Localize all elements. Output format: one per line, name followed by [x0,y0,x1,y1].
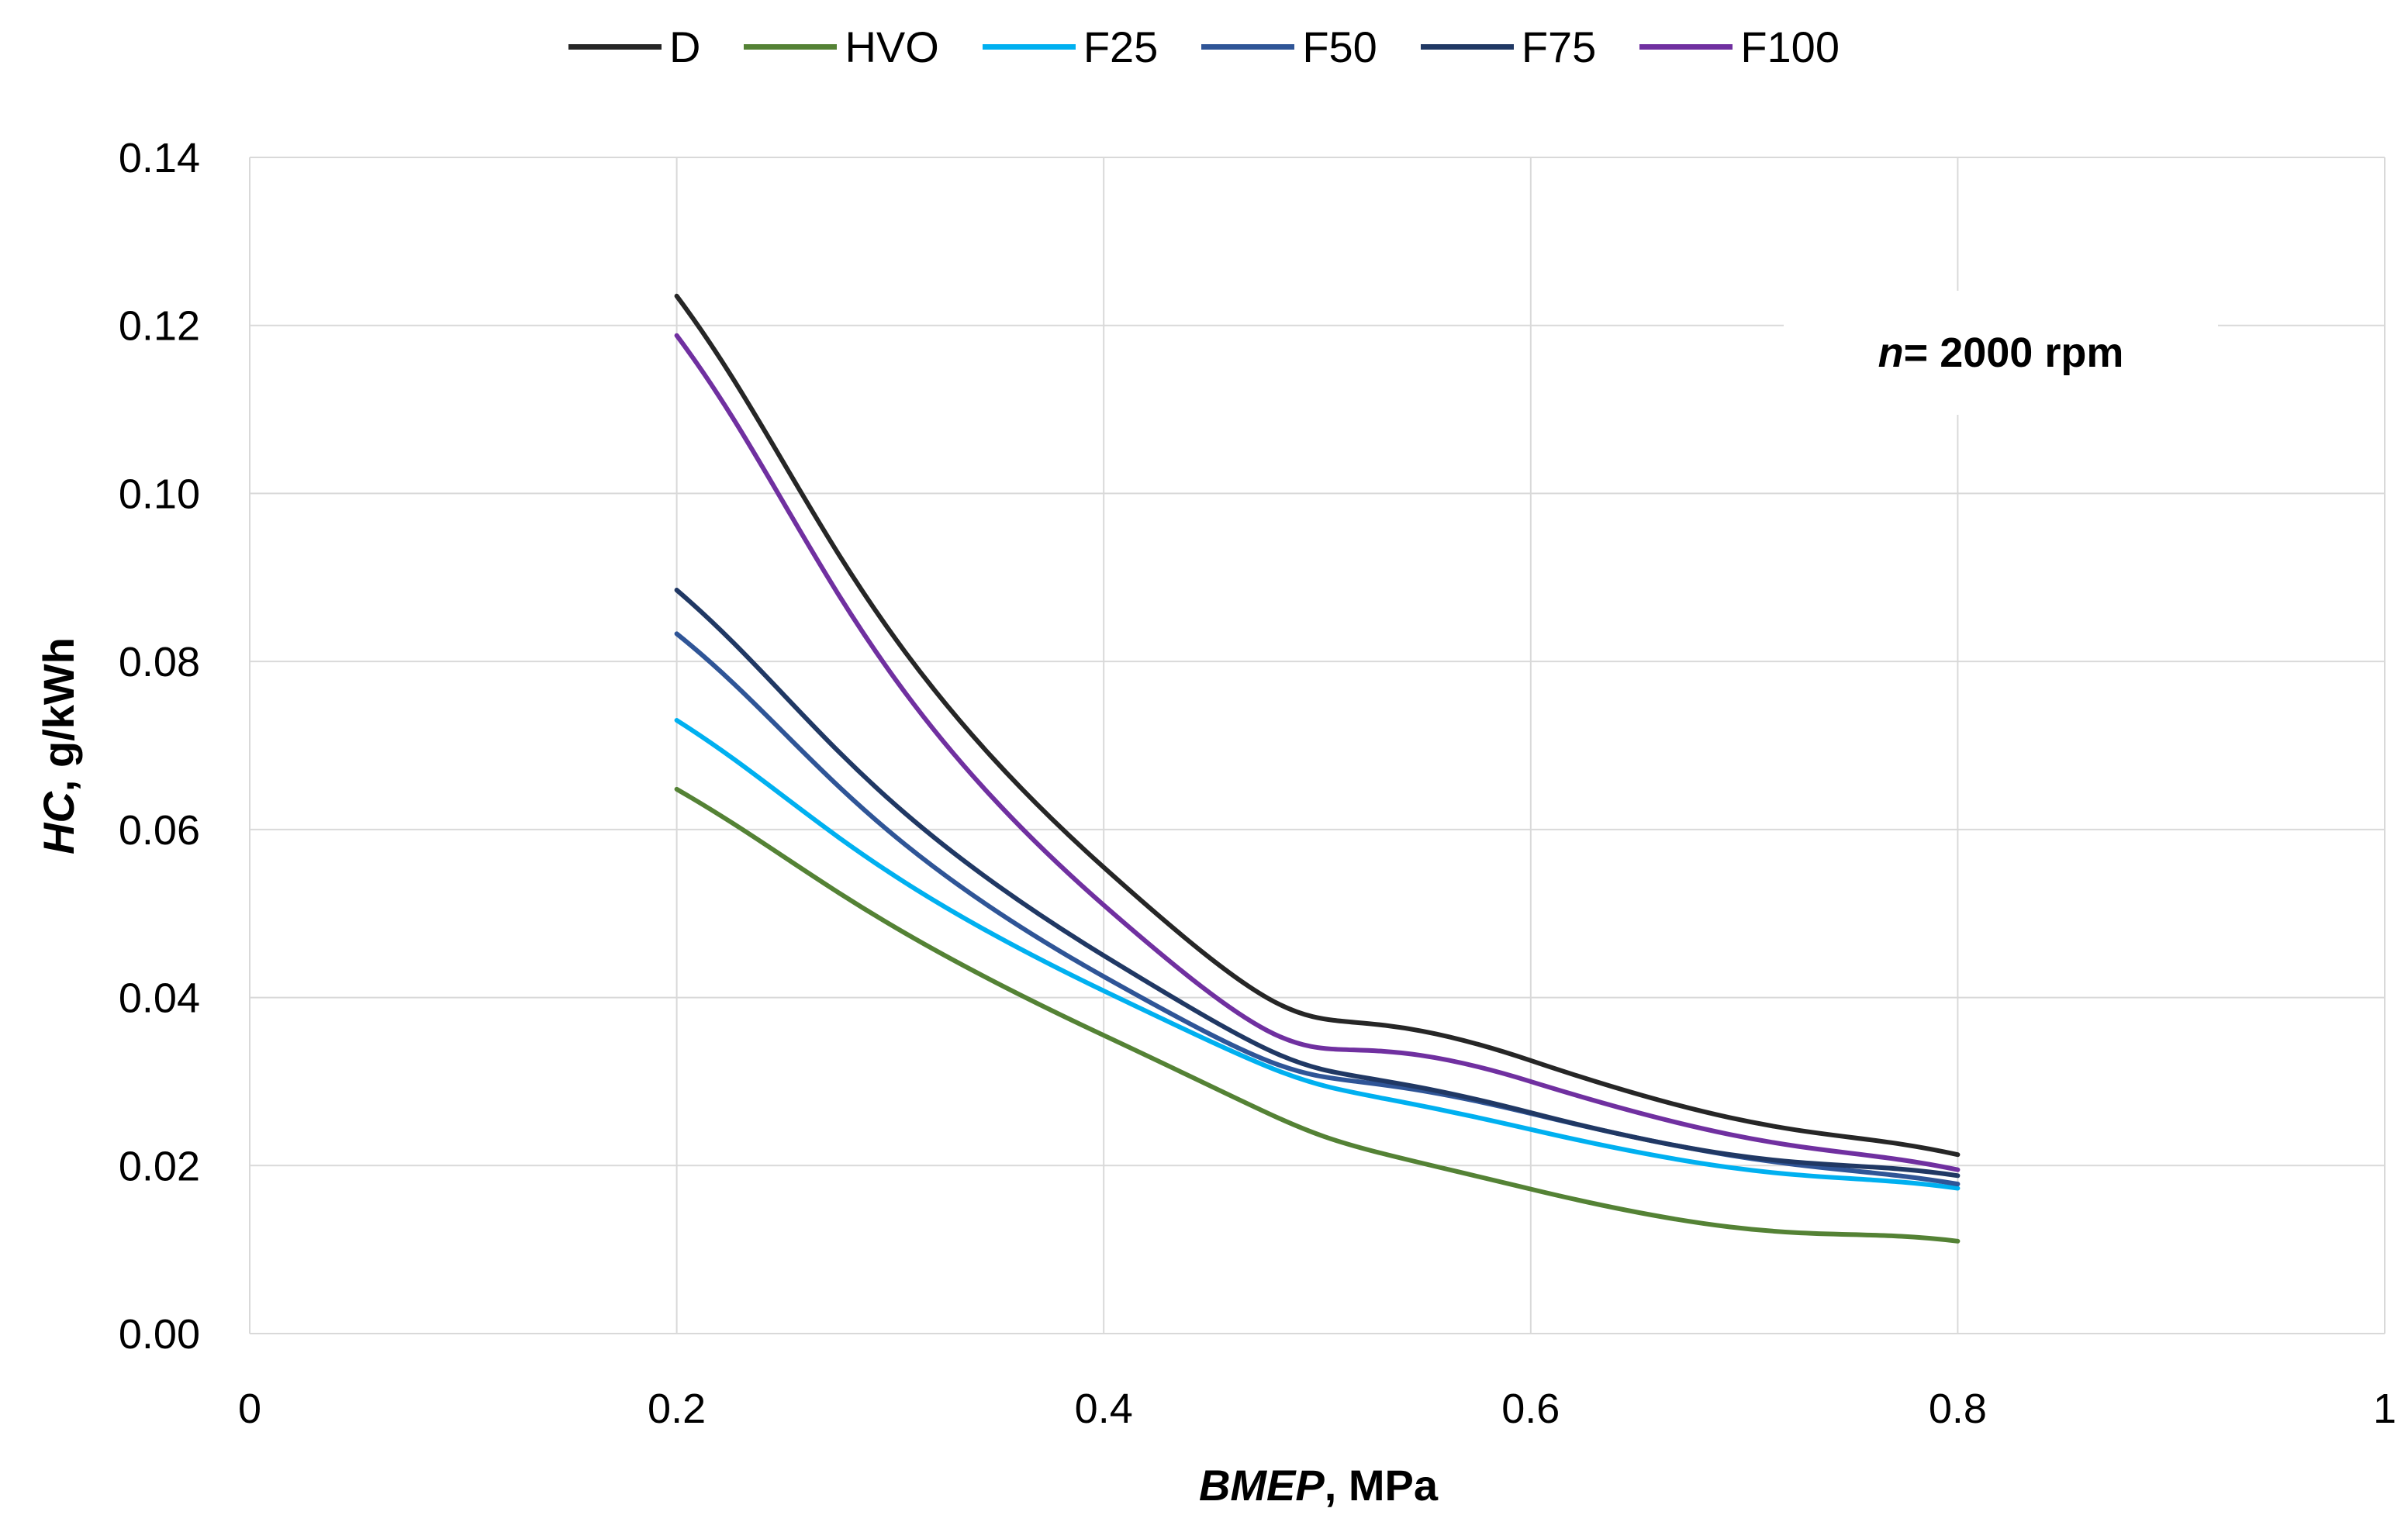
legend-swatch [982,44,1076,50]
y-tick-label: 0.12 [119,303,200,350]
x-tick-label: 1 [2373,1386,2396,1432]
legend-swatch [568,44,662,50]
legend-label: F100 [1740,22,1840,71]
x-axis-title: BMEP, MPa [1199,1461,1439,1510]
y-tick-label: 0.08 [119,639,200,685]
legend-label: F75 [1521,22,1597,71]
y-tick-label: 0.02 [119,1143,200,1189]
series-line-f75 [674,588,1961,1179]
legend-label: HVO [845,22,939,71]
x-tick-label: 0.8 [1929,1386,1987,1432]
y-axis-title: HC, g/kWh [34,637,83,854]
legend-label: F50 [1302,22,1377,71]
legend-swatch [1420,44,1514,50]
legend-swatch [1201,44,1295,50]
grid-lines [249,157,2386,1334]
legend-item-f25: F25 [982,22,1159,72]
y-tick-label: 0.06 [119,807,200,854]
tick-labels: 0.00 0.02 0.04 0.06 0.08 0.10 0.12 0.14 0 0.2 0.4 0… [119,135,2396,1432]
legend: D HVO F25 F50 F75 F100 [0,22,2408,72]
x-tick-label: 0 [238,1386,261,1432]
series-line-hvo [674,786,1961,1244]
legend-swatch [1639,44,1733,50]
legend-swatch [744,44,838,50]
legend-item-hvo: HVO [744,22,939,72]
x-tick-label: 0.6 [1501,1386,1560,1432]
series-line-f25 [674,717,1961,1191]
legend-item-f100: F100 [1639,22,1840,72]
x-tick-label: 0.4 [1075,1386,1133,1432]
legend-item-d: D [568,22,700,72]
legend-label: D [669,22,701,71]
legend-item-f50: F50 [1201,22,1377,72]
speed-annotation: n = 2000 rpm [1784,291,2218,415]
y-tick-label: 0.14 [119,135,200,181]
x-tick-label: 0.2 [648,1386,706,1432]
y-tick-label: 0.04 [119,975,200,1022]
y-tick-label: 0.10 [119,471,200,517]
series-lines [674,293,1961,1244]
series-line-d [674,293,1961,1158]
series-line-f100 [674,333,1961,1172]
y-tick-label: 0.00 [119,1311,200,1358]
legend-label: F25 [1083,22,1159,71]
legend-item-f75: F75 [1420,22,1597,72]
